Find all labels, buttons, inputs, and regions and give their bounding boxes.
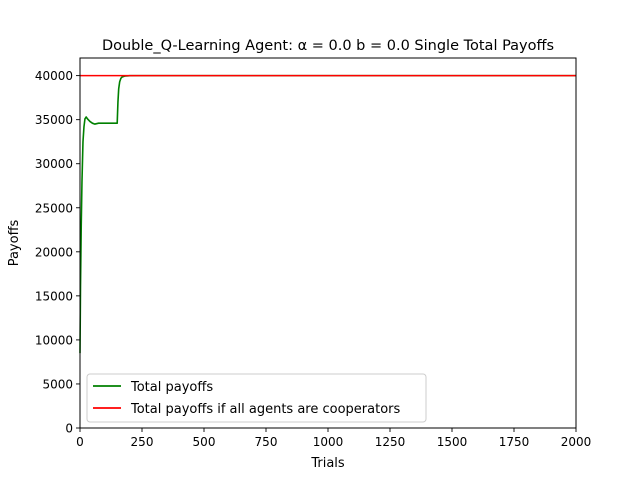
x-tick-label: 750 <box>255 435 278 449</box>
chart-title: Double_Q-Learning Agent: α = 0.0 b = 0.0… <box>102 38 554 54</box>
x-tick-label: 250 <box>131 435 154 449</box>
y-tick-label: 15000 <box>35 289 73 303</box>
x-tick-label: 1250 <box>375 435 406 449</box>
legend: Total payoffs Total payoffs if all agent… <box>86 373 427 423</box>
plot-series <box>79 74 576 354</box>
legend-label-cooperators: Total payoffs if all agents are cooperat… <box>130 402 400 417</box>
y-axis: 0 5000 10000 15000 20000 25000 30000 35000 40000 <box>35 69 80 436</box>
y-tick-label: 35000 <box>35 113 73 127</box>
y-tick-label: 0 <box>65 422 73 436</box>
y-tick-label: 25000 <box>35 201 73 215</box>
y-tick-label: 10000 <box>35 333 73 347</box>
x-tick-label: 500 <box>193 435 216 449</box>
x-tick-label: 0 <box>76 435 84 449</box>
y-tick-label: 5000 <box>42 377 73 391</box>
y-tick-label: 40000 <box>35 69 73 83</box>
legend-box <box>86 373 427 423</box>
x-tick-label: 1000 <box>313 435 344 449</box>
legend-label-total-payoffs: Total payoffs <box>130 380 213 395</box>
x-tick-label: 1750 <box>499 435 530 449</box>
y-tick-label: 30000 <box>35 157 73 171</box>
x-tick-label: 2000 <box>561 435 592 449</box>
y-axis-label: Payoffs <box>7 219 22 266</box>
x-axis-label: Trials <box>310 456 345 471</box>
x-tick-label: 1500 <box>437 435 468 449</box>
x-axis: 0 250 500 750 1000 1250 1500 1750 2000 <box>76 428 591 449</box>
y-tick-label: 20000 <box>35 245 73 259</box>
